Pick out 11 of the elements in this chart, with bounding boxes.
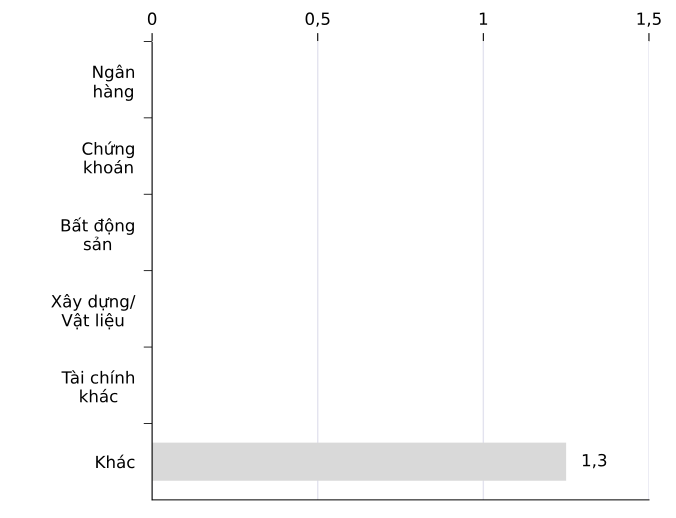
y-tick-label: Tài chính khác — [62, 370, 134, 402]
x-tick-label: 1 — [480, 12, 488, 25]
x-tick-label: 0,5 — [306, 12, 330, 27]
x-tick-label: 1,5 — [638, 12, 661, 27]
x-tick-label: 0 — [148, 12, 156, 26]
y-tick-label: Xây dựng/ Vật liệu — [51, 294, 136, 330]
y-tick-label: Khác — [96, 454, 134, 468]
y-tick-label: Bất động sản — [62, 217, 134, 250]
data-label: 1,3 — [582, 454, 606, 468]
y-tick-label: Chứng khoán — [82, 141, 134, 174]
y-tick-label: Ngân hàng — [93, 64, 134, 101]
